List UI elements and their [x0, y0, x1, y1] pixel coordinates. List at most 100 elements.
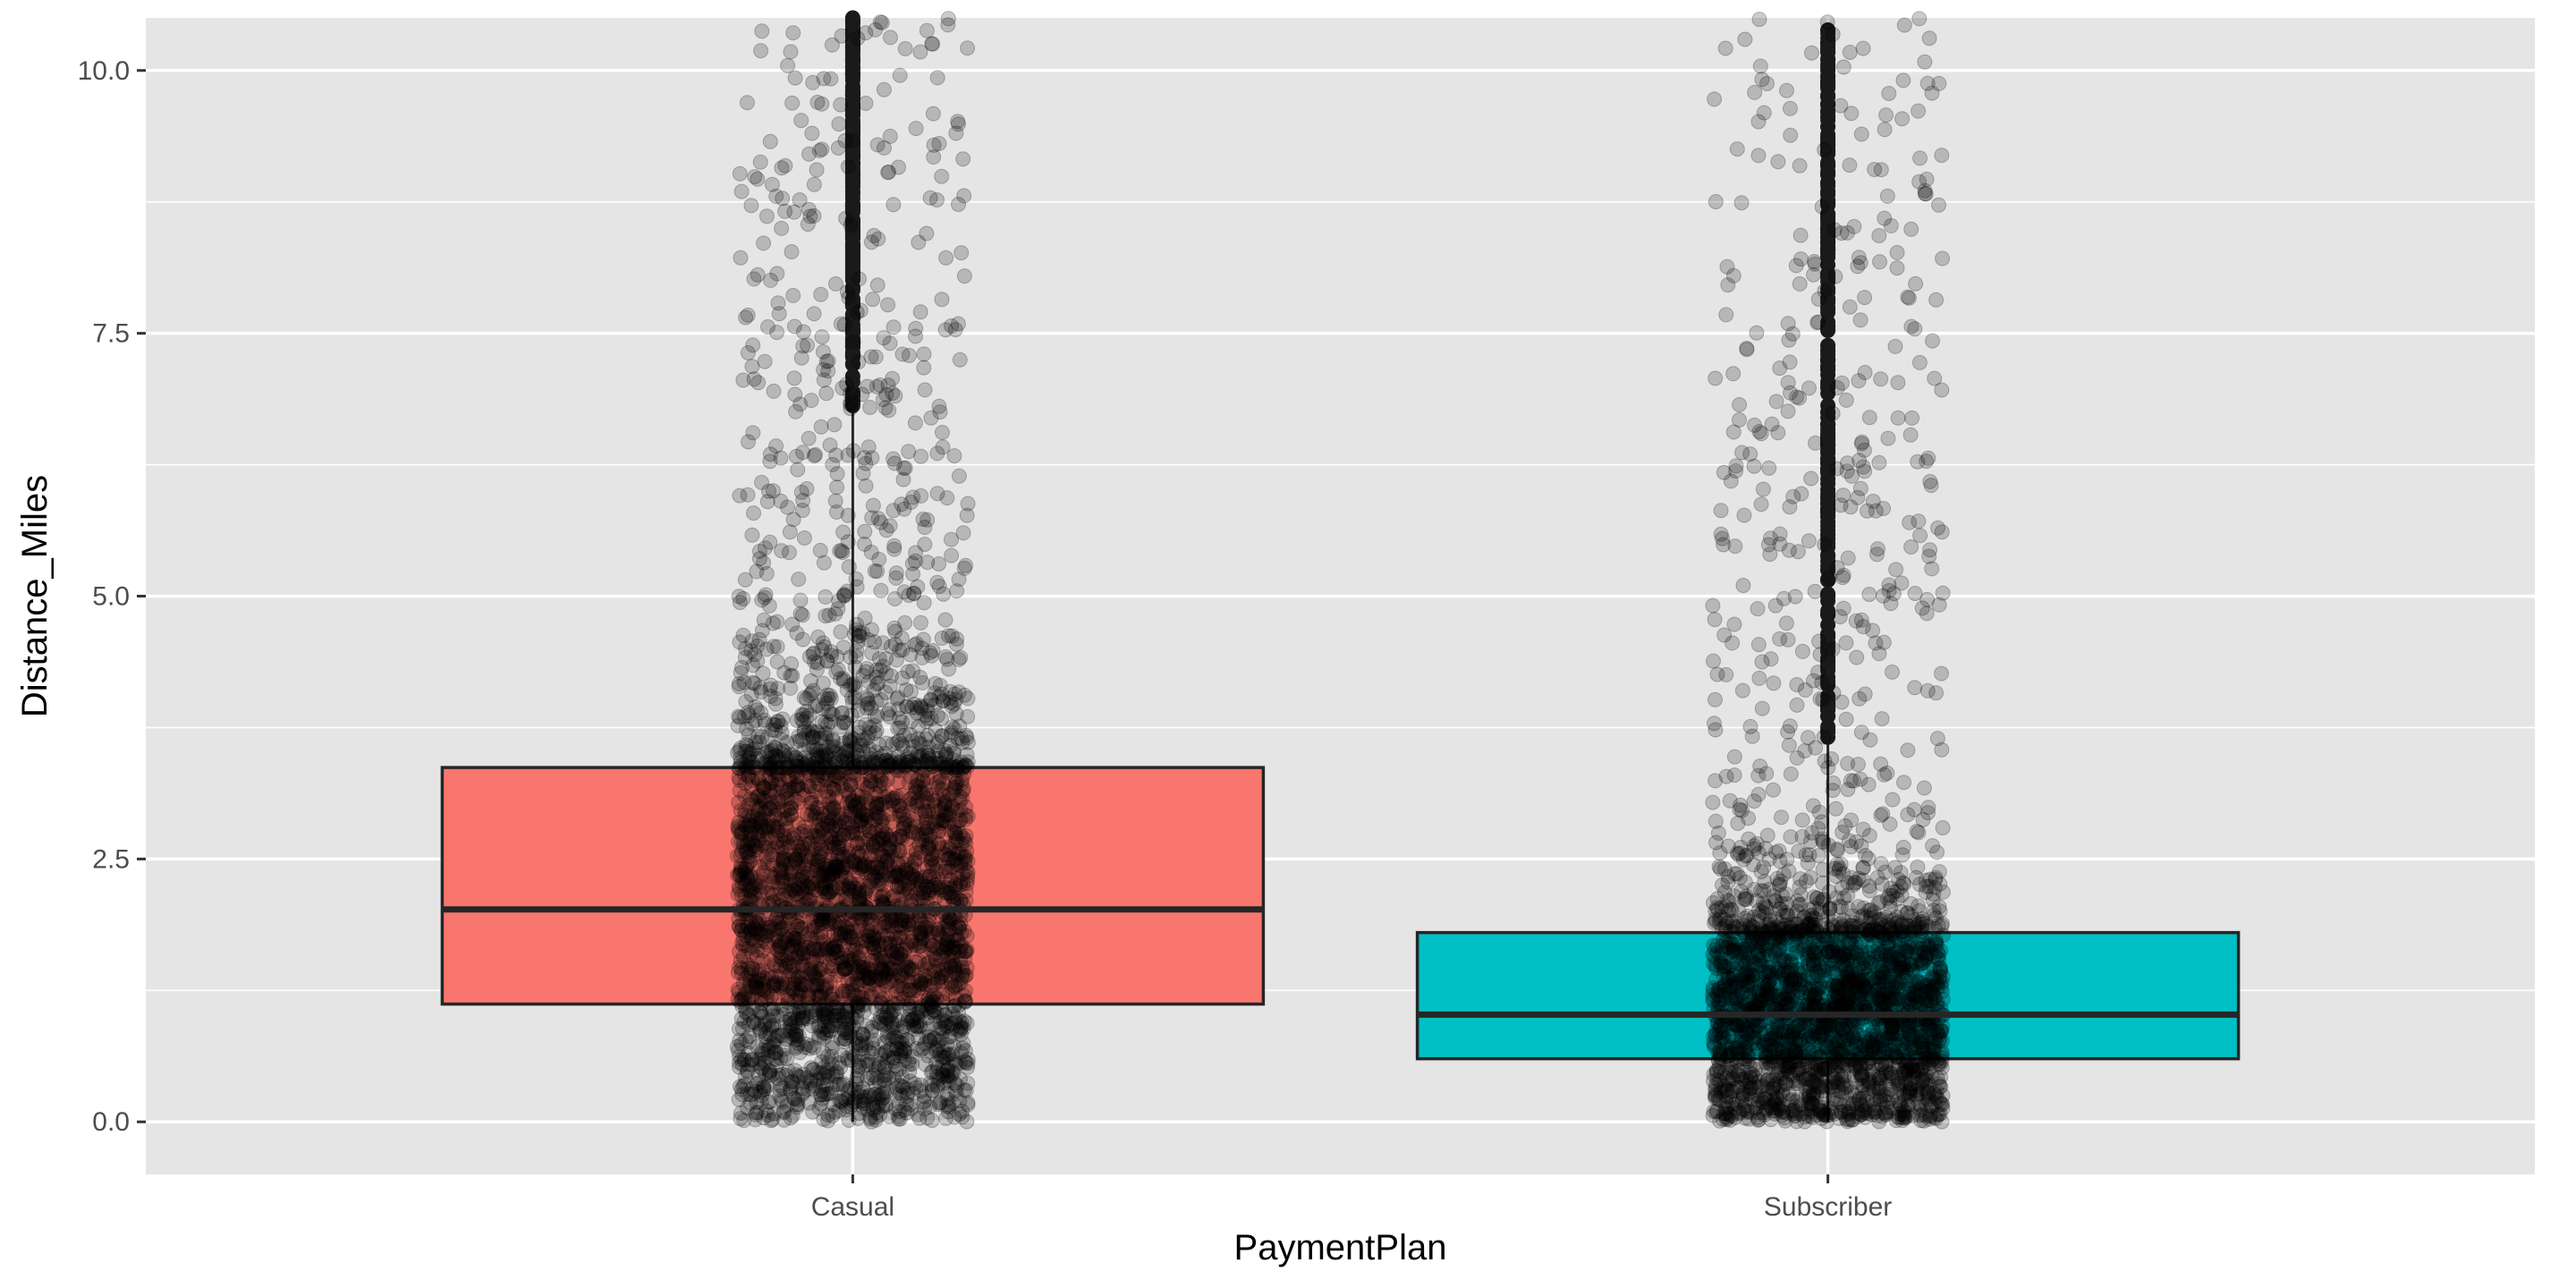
casual-point	[903, 759, 919, 775]
casual-point	[808, 805, 824, 821]
casual-point	[738, 736, 754, 752]
subscriber-point	[1896, 775, 1911, 791]
casual-point	[745, 425, 761, 441]
casual-point	[805, 879, 821, 895]
casual-outlier	[844, 14, 860, 30]
casual-point	[739, 843, 755, 860]
casual-point	[736, 766, 752, 782]
casual-outlier	[844, 179, 860, 195]
casual-point	[956, 268, 972, 284]
casual-point	[863, 700, 879, 716]
casual-point	[863, 750, 879, 767]
casual-point	[815, 635, 831, 651]
casual-point	[796, 530, 812, 546]
casual-point	[838, 756, 854, 772]
casual-point	[887, 591, 902, 606]
casual-point	[786, 318, 802, 335]
subscriber-point	[1924, 561, 1940, 577]
casual-point	[758, 208, 775, 225]
casual-point	[735, 590, 751, 606]
casual-point	[752, 154, 768, 170]
casual-point	[923, 410, 939, 426]
casual-point	[754, 23, 770, 39]
subscriber-outlier	[1820, 73, 1836, 89]
casual-outlier	[844, 43, 860, 59]
casual-point	[844, 690, 860, 706]
casual-point	[745, 337, 761, 353]
casual-point	[956, 560, 972, 576]
casual-point	[811, 947, 827, 963]
casual-point	[806, 208, 822, 224]
casual-point	[957, 811, 973, 827]
casual-point	[873, 889, 889, 905]
casual-point	[917, 920, 933, 936]
casual-point	[749, 798, 765, 814]
casual-point	[835, 877, 852, 893]
casual-box	[440, 766, 1266, 1006]
casual-point	[801, 146, 817, 162]
casual-point	[912, 44, 928, 60]
casual-point	[801, 430, 817, 446]
casual-point	[922, 1032, 938, 1048]
casual-point	[877, 1072, 893, 1089]
casual-point	[845, 334, 861, 350]
casual-point	[908, 320, 924, 336]
casual-point	[750, 702, 765, 718]
casual-point	[858, 96, 874, 111]
casual-point	[766, 383, 782, 399]
casual-point	[866, 754, 882, 770]
casual-point	[746, 371, 762, 387]
casual-point	[745, 1000, 761, 1015]
casual-point	[888, 831, 904, 847]
casual-point	[847, 758, 863, 775]
casual-point	[734, 918, 750, 934]
casual-point	[762, 133, 778, 149]
casual-point	[931, 958, 946, 974]
casual-point	[929, 70, 945, 86]
casual-point	[783, 44, 799, 60]
casual-point	[733, 1079, 748, 1095]
casual-point	[866, 1040, 882, 1056]
casual-point	[873, 861, 889, 877]
subscriber-point	[1935, 820, 1951, 835]
casual-point	[857, 610, 873, 626]
casual-point	[855, 465, 871, 481]
casual-point	[858, 478, 874, 494]
subscriber-point	[1792, 227, 1809, 243]
subscriber-point	[1838, 635, 1854, 651]
casual-point	[839, 377, 855, 393]
casual-point	[914, 890, 930, 906]
casual-point	[843, 860, 860, 876]
casual-point	[783, 680, 799, 696]
subscriber-outlier	[1820, 588, 1836, 604]
subscriber-outlier	[1820, 112, 1836, 128]
casual-point	[792, 981, 808, 997]
casual-point	[877, 140, 892, 156]
casual-point	[780, 810, 795, 826]
casual-point	[951, 651, 967, 667]
subscriber-point	[1852, 312, 1868, 328]
casual-outlier	[844, 264, 860, 280]
casual-point	[758, 745, 774, 761]
casual-point	[760, 319, 775, 335]
casual-point	[863, 826, 879, 842]
subscriber-point	[1835, 59, 1852, 75]
casual-point	[842, 843, 858, 859]
casual-outlier	[844, 103, 860, 119]
casual-point	[852, 964, 867, 980]
casual-point	[777, 157, 793, 174]
casual-point	[835, 705, 851, 721]
casual-point	[743, 198, 759, 214]
casual-point	[818, 589, 834, 605]
casual-point	[849, 936, 865, 953]
casual-point	[732, 1059, 747, 1075]
casual-outlier	[844, 91, 860, 107]
casual-point	[847, 680, 863, 696]
casual-point	[795, 946, 811, 962]
casual-point	[832, 919, 848, 936]
casual-point	[929, 192, 945, 208]
casual-point	[873, 582, 889, 598]
casual-point	[784, 656, 800, 672]
subscriber-point	[1809, 315, 1826, 331]
casual-point	[827, 275, 843, 292]
